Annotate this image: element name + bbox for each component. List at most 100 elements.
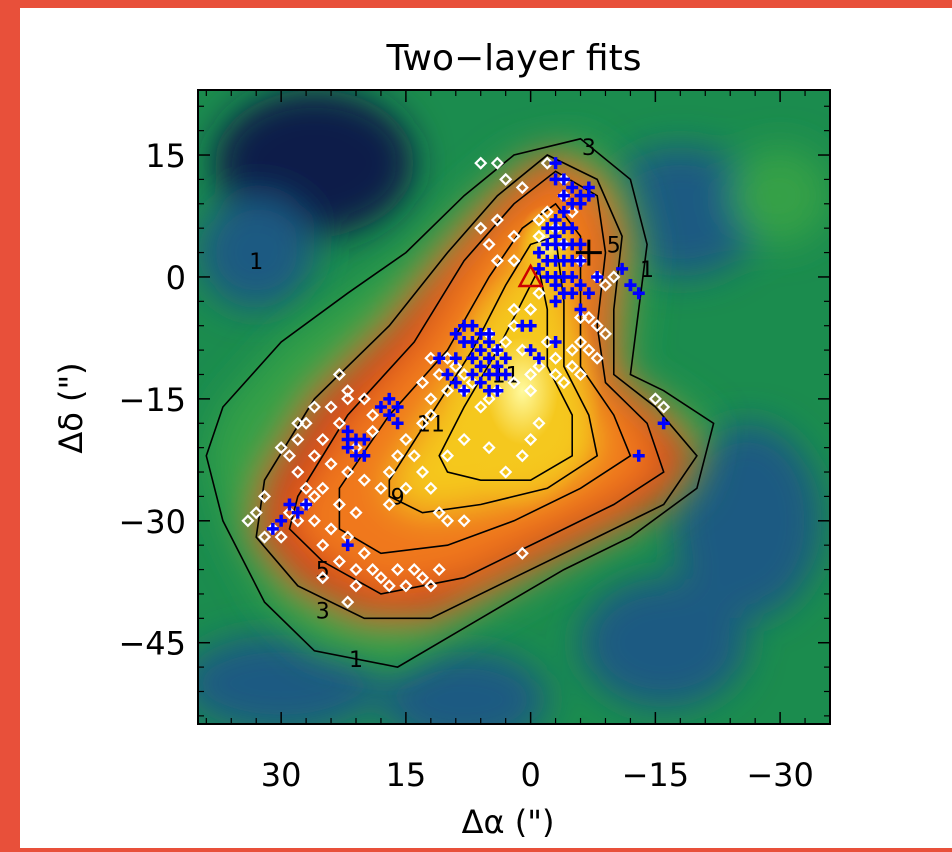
single-layer-marker xyxy=(391,449,405,463)
single-layer-marker xyxy=(257,530,272,544)
two-layer-marker xyxy=(624,279,637,292)
x-tick-label: −30 xyxy=(746,756,814,794)
single-layer-marker xyxy=(549,351,563,365)
single-layer-marker xyxy=(299,416,313,430)
two-layer-marker xyxy=(474,344,487,357)
peak-cross-marker xyxy=(575,239,602,266)
contour-map-chart: Two−layer fits 111335591111 30150−15−30 … xyxy=(52,38,831,841)
two-layer-marker xyxy=(549,279,562,292)
single-layer-marker xyxy=(366,408,380,422)
single-layer-marker xyxy=(341,595,355,609)
two-layer-marker xyxy=(549,295,562,308)
field-blob xyxy=(580,577,747,708)
y-axis-label: Δδ (") xyxy=(52,362,90,453)
single-layer-marker xyxy=(291,514,305,528)
single-layer-marker xyxy=(332,416,346,430)
single-layer-marker xyxy=(524,432,538,447)
two-layer-marker xyxy=(574,254,587,267)
two-layer-marker xyxy=(283,498,296,511)
two-layer-marker xyxy=(524,344,537,357)
single-layer-marker xyxy=(357,473,371,487)
two-layer-marker xyxy=(557,189,570,202)
two-layer-marker xyxy=(632,449,645,462)
single-layer-marker xyxy=(532,416,546,430)
single-layer-marker xyxy=(532,359,546,373)
single-layer-marker xyxy=(332,554,346,568)
single-layer-marker xyxy=(449,359,463,373)
single-layer-marker xyxy=(565,359,579,373)
single-layer-marker xyxy=(307,449,321,463)
y-tick-label: 0 xyxy=(166,259,186,297)
single-layer-marker xyxy=(482,441,496,455)
single-layer-marker xyxy=(499,172,513,186)
contour-level-7 xyxy=(338,202,632,555)
single-layer-marker xyxy=(291,465,305,479)
two-layer-marker xyxy=(275,514,288,527)
plot-frame xyxy=(197,89,831,725)
two-layer-marker xyxy=(499,352,512,365)
single-layer-marker xyxy=(549,367,563,382)
single-layer-marker xyxy=(648,392,662,406)
single-layer-marker xyxy=(507,376,521,390)
single-layer-marker xyxy=(657,400,671,414)
two-layer-marker xyxy=(466,352,479,365)
two-layer-marker xyxy=(491,344,504,357)
two-layer-marker xyxy=(483,368,496,381)
field-blob xyxy=(730,146,830,245)
y-tick-label: −30 xyxy=(118,503,186,541)
contour-level-1 xyxy=(205,137,715,668)
single-layer-marker xyxy=(590,319,604,333)
single-layer-marker xyxy=(515,546,529,560)
single-layer-marker xyxy=(482,237,496,251)
chart-title: Two−layer fits xyxy=(386,38,642,79)
two-layer-marker xyxy=(474,376,487,389)
single-layer-marker xyxy=(440,384,455,398)
two-layer-marker xyxy=(291,506,304,519)
single-layer-marker xyxy=(316,432,330,447)
two-layer-marker xyxy=(374,401,387,413)
single-layer-marker xyxy=(507,302,521,317)
single-layer-marker xyxy=(291,432,305,447)
two-layer-marker xyxy=(591,270,604,283)
single-layer-marker xyxy=(499,335,513,349)
two-layer-marker xyxy=(549,157,562,170)
single-layer-marker xyxy=(374,571,388,585)
two-layer-marker xyxy=(582,189,595,202)
single-layer-marker xyxy=(532,286,546,300)
two-layer-marker xyxy=(458,319,471,332)
single-layer-marker xyxy=(282,449,297,463)
single-layer-marker xyxy=(415,376,430,390)
single-layer-marker xyxy=(357,392,371,406)
two-layer-marker xyxy=(532,352,545,365)
two-layer-marker xyxy=(657,417,670,430)
two-layer-marker xyxy=(557,173,570,186)
two-layer-marker xyxy=(557,205,570,218)
single-layer-marker xyxy=(249,506,263,520)
contour-label: 3 xyxy=(582,136,596,161)
contour-level-5 xyxy=(288,170,665,595)
contour-label: 11 xyxy=(417,412,445,437)
single-layer-marker xyxy=(582,343,596,357)
single-layer-marker xyxy=(332,367,346,382)
single-layer-marker xyxy=(573,311,588,325)
single-layer-marker xyxy=(415,571,430,585)
single-layer-marker xyxy=(490,156,504,170)
single-layer-marker xyxy=(316,481,330,495)
single-layer-marker xyxy=(382,465,396,479)
single-layer-marker xyxy=(316,538,330,552)
figure-panel: Two−layer fits 111335591111 30150−15−30 … xyxy=(20,8,952,848)
two-layer-marker xyxy=(483,352,496,365)
single-layer-marker xyxy=(357,546,371,560)
single-layer-marker xyxy=(324,457,338,471)
single-layer-marker xyxy=(374,481,388,495)
two-layer-marker xyxy=(532,246,545,259)
single-layer-marker xyxy=(274,441,288,455)
single-layer-marker xyxy=(341,392,355,406)
contour-label: 1 xyxy=(640,258,654,283)
two-layer-marker xyxy=(632,287,645,300)
single-layer-marker xyxy=(349,506,363,520)
two-layer-marker xyxy=(532,262,545,275)
single-layer-marker xyxy=(424,392,438,406)
single-layer-marker xyxy=(257,489,272,503)
two-layer-marker xyxy=(616,262,629,275)
